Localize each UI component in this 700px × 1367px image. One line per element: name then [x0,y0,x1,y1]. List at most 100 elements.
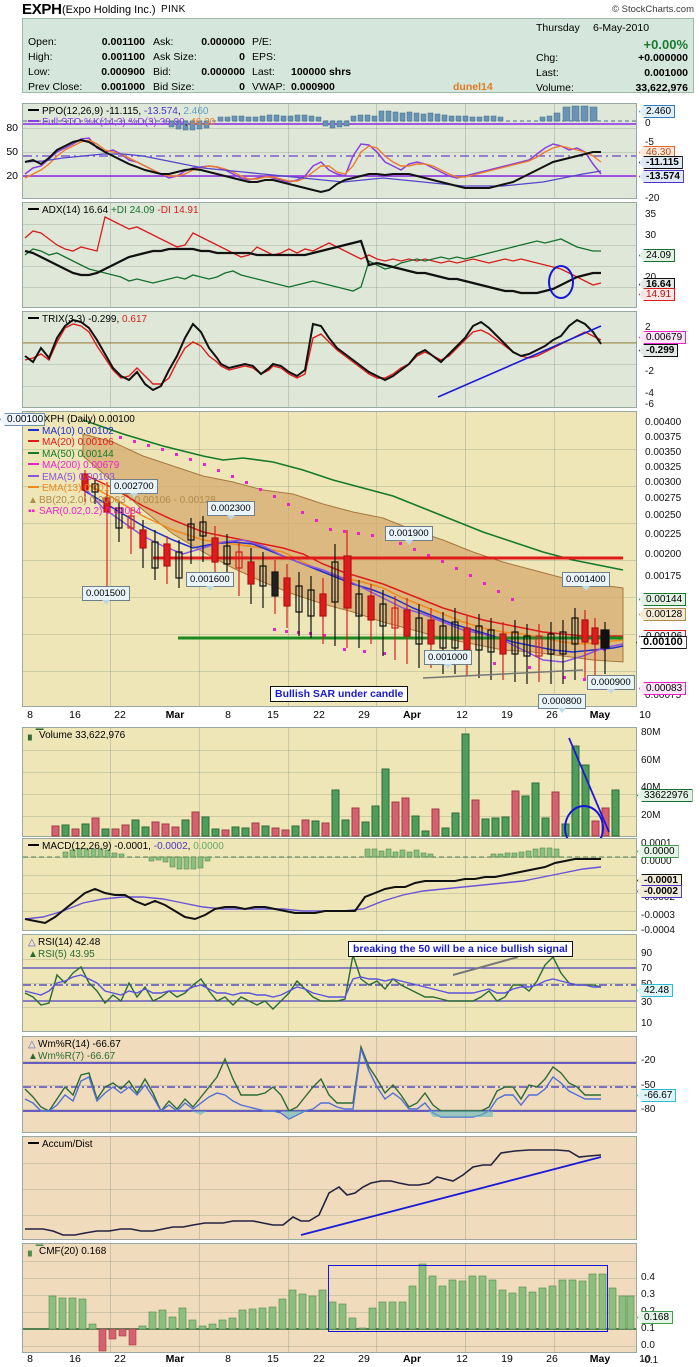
wmr-legend: △ Wm%R(14) -66.67 ▲Wm%R(7) -66.67 [28,1039,121,1063]
cmf-flag: 0.168 [637,1311,674,1324]
quote-value-low: 0.000900 [101,66,145,78]
macd-value-1: -0.0001 [114,841,149,852]
panel-adx[interactable]: ADX(14) 16.64 +DI 24.09 -DI 14.91 [22,202,637,308]
quote-value-chg: +0.000000 [638,52,688,64]
trix-right-tick-m6: -6 [645,399,654,410]
wmr7-value: -66.67 [86,1051,116,1062]
trix-value-1: -0.299 [88,314,117,325]
ma10-value: 0.00102 [77,425,114,437]
ma200-swatch [28,463,39,465]
quote-label-ask-size: Ask Size: [153,51,197,63]
volume-tick-60m: 60M [641,755,661,766]
ema13-name: EMA(13) [42,483,82,494]
ma20-swatch [28,440,39,442]
adx-plot [24,216,602,295]
trix-right-tick-m4: -4 [645,388,654,399]
ma10-name: MA(10) [42,425,75,437]
exchange-label: PINK [161,4,186,15]
date-tick-13: 10 [639,709,651,721]
ma20-name: MA(20) [42,437,75,448]
trix-right-tick-2: 2 [645,322,651,333]
price-tick-2: 0.00350 [645,447,682,458]
quote-value-bid-size: 0 [239,81,245,93]
ma50-value: 0.00144 [77,448,114,460]
trix-line-swatch [28,317,39,319]
trix-plot [23,318,636,398]
accdist-legend-name: Accum/Dist [42,1139,93,1150]
bb-swatch: ▲ [28,494,38,506]
price-callout-3: 0.001600 [186,572,234,591]
panel-rsi-grid [23,935,636,1031]
ema5-name: EMA(5) [42,471,76,483]
ppo-flag-hist: 2.460 [639,105,676,118]
panel-macd[interactable]: MACD(12,26,9) -0.0001, -0.0002, 0.0000 [22,838,637,931]
price-tick-1: 0.00375 [645,432,682,443]
sar-name: SAR(0.02,0.2) [39,506,103,517]
trix-flag-ma200: 0.00679 [639,331,687,344]
ppo-left-tick-20: 20 [6,170,18,182]
ppo-left-tick-50: 50 [6,146,18,158]
panel-ppo-sto[interactable]: PPO(12,26,9) -11.115, -13.574, 2.460 Ful… [22,103,637,199]
price-legend: █EXPH (Daily) 0.00100 MA(10) 0.00102 MA(… [28,414,216,518]
quote-label-last: Last: [536,67,559,79]
panel-trix[interactable]: TRIX(3,3) -0.299, 0.617 [22,311,637,408]
date2-tick-0: 8 [27,1353,33,1365]
adx-crossover-marker [548,265,574,299]
quote-value-ask: 0.000000 [201,36,245,48]
date2-tick-4: 8 [225,1353,231,1365]
trix-flag-value: -0.299 [639,344,679,357]
panel-cmf[interactable]: ▖▔CMF(20) 0.168 [22,1243,637,1353]
volume-plot [51,733,620,837]
adx-right-tick-35: 35 [645,209,657,220]
date2-tick-13: 10 [639,1353,651,1365]
adx-right-tick-20: 20 [645,272,657,283]
volume-flag: 33622976 [637,789,693,802]
sar-swatch: ▪▪ [28,506,36,517]
price-flag-left: 0.00100 [0,413,45,426]
cmf-tick-5: -0.1 [641,1355,659,1366]
date2-tick-10: 19 [501,1353,513,1365]
rsi5-value: 43.95 [69,949,95,960]
wmr14-name: Wm%R(14) [38,1039,90,1050]
volume-bars-icon: ▖▔ [28,730,44,741]
date-tick-6: 22 [313,709,325,721]
bb-name: BB(20,2.0) [39,494,87,506]
date-tick-8: Apr [402,709,422,721]
price-callout-4: 0.001900 [385,526,433,545]
ppo-right-tick-0: 0 [645,118,651,129]
panel-williams-r[interactable]: △ Wm%R(14) -66.67 ▲Wm%R(7) -66.67 [22,1036,637,1133]
ema13-swatch [28,486,39,488]
cmf-legend: ▖▔CMF(20) 0.168 [28,1246,106,1257]
price-legend-last: 0.00100 [98,414,135,425]
rsi-tick-30: 30 [641,997,653,1008]
price-flag-ma50: 0.00144 [639,593,687,606]
quote-value-high: 0.001100 [101,51,145,63]
quote-label-high: High: [28,51,53,63]
quote-label-prev-close: Prev Close: [28,81,83,93]
cmf-tick-0: 0.4 [641,1272,655,1283]
trix-legend: TRIX(3,3) -0.299, 0.617 [28,314,147,325]
sto-legend-name: Full STO %K(14,3) %D(3) [42,117,157,128]
panel-price[interactable]: █EXPH (Daily) 0.00100 MA(10) 0.00102 MA(… [22,411,637,707]
panel-volume[interactable]: ▖▔Volume 33,622,976 [22,727,637,851]
date2-tick-9: 12 [456,1353,468,1365]
macd-legend-name: MACD(12,26,9) [42,841,112,852]
panel-accum-dist[interactable]: Accum/Dist [22,1136,637,1240]
ma200-value: 0.00679 [83,460,120,471]
ppo-flag-line: -11.115 [639,156,683,169]
ppo-value-1: -11.115 [105,106,139,117]
trix-value-2: 0.617 [122,314,148,325]
date-tick-5: 15 [267,709,279,721]
date2-tick-7: 29 [358,1353,370,1365]
macd-flag-hist: 0.0000 [637,845,679,858]
ppo-left-tick-80: 80 [6,122,18,134]
quote-value-last-shrs: 100000 shrs [291,66,352,78]
adx-flag-pdi: 24.09 [639,249,676,262]
macd-value-3: 0.0000 [193,841,224,852]
volume-tick-80m: 80M [641,727,661,738]
price-callout-6: 0.001000 [424,650,472,669]
macd-legend: MACD(12,26,9) -0.0001, -0.0002, 0.0000 [28,841,224,852]
panel-accdist-grid [23,1137,636,1239]
date2-tick-6: 22 [313,1353,325,1365]
